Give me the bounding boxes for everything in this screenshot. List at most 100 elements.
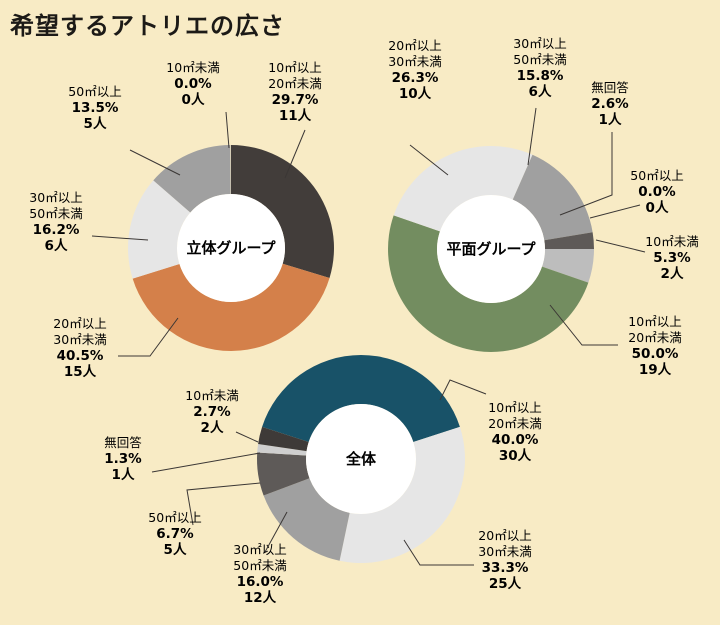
slice-percent: 2.7% (193, 404, 231, 420)
slice-count: 0人 (646, 200, 669, 216)
slice-category: 30㎡以上 (29, 190, 82, 205)
leader-line (403, 539, 474, 566)
donut-slice (258, 426, 309, 452)
donut-slice (132, 263, 330, 352)
slice-label: 30㎡以上 50㎡未満 15.8% 6人 (513, 36, 566, 100)
slice-category: 10㎡未満 (645, 234, 698, 249)
slice-label: 20㎡以上 30㎡未満 26.3% 10人 (388, 38, 441, 102)
donut-chart-3: 10㎡以上 20㎡未満 40.0% 30人 20㎡以上 30㎡未満 33.3% 25人 30㎡以… (104, 355, 542, 606)
slice-category: 10㎡以上 (268, 60, 321, 75)
leader-line (129, 149, 181, 176)
slice-category: 20㎡未満 (628, 330, 681, 345)
leader-line (91, 235, 149, 241)
slice-percent: 50.0% (632, 346, 679, 362)
slice-percent: 2.6% (591, 96, 629, 112)
slice-count: 5人 (164, 542, 187, 558)
donut-slice (263, 478, 350, 561)
leader-line (151, 452, 261, 473)
slice-count: 6人 (529, 84, 552, 100)
slice-percent: 0.0% (638, 184, 676, 200)
donut-slice (393, 146, 533, 232)
slice-count: 12人 (244, 590, 277, 606)
leader-line (284, 129, 306, 179)
slice-category: 20㎡未満 (488, 416, 541, 431)
slice-label: 10㎡未満 0.0% 0人 (166, 60, 219, 108)
donut-slice (257, 444, 307, 456)
leader-line (439, 379, 487, 401)
slice-label: 無回答 2.6% 1人 (591, 80, 629, 128)
slice-count: 25人 (489, 576, 522, 592)
leader-line (264, 511, 288, 553)
slice-category: 50㎡未満 (29, 206, 82, 221)
leader-line (225, 111, 230, 149)
slice-category: 20㎡未満 (268, 76, 321, 91)
slice-label: 10㎡未満 5.3% 2人 (645, 234, 698, 282)
slice-category: 10㎡以上 (628, 314, 681, 329)
leader-line (527, 107, 537, 166)
slice-label: 50㎡以上 0.0% 0人 (630, 168, 683, 216)
slice-label: 30㎡以上 50㎡未満 16.2% 6人 (29, 190, 82, 254)
donut-slice (542, 249, 594, 283)
slice-label: 20㎡以上 30㎡未満 40.5% 15人 (53, 316, 106, 380)
slice-percent: 13.5% (72, 100, 119, 116)
slice-label: 10㎡以上 20㎡未満 29.7% 11人 (268, 60, 321, 124)
slice-category: 50㎡未満 (233, 558, 286, 573)
group-name: 立体グループ (186, 239, 276, 257)
slice-label: 10㎡未満 2.7% 2人 (185, 388, 238, 436)
donut-hole (177, 194, 285, 302)
donut-slice (339, 426, 465, 563)
slice-count: 30人 (499, 448, 532, 464)
slice-percent: 0.0% (174, 76, 212, 92)
slice-percent: 29.7% (272, 92, 319, 108)
slice-count: 5人 (84, 116, 107, 132)
group-name: 平面グループ (446, 240, 536, 258)
leader-line (559, 132, 613, 216)
slice-label: 10㎡以上 20㎡未満 40.0% 30人 (488, 400, 541, 464)
slice-label: 無回答 1.3% 1人 (104, 435, 142, 483)
donut-hole (437, 195, 545, 303)
slice-label: 30㎡以上 50㎡未満 16.0% 12人 (233, 542, 286, 606)
donut-slice (231, 145, 335, 278)
slice-category: 50㎡以上 (68, 84, 121, 99)
slice-category: 30㎡未満 (53, 332, 106, 347)
donut-slice (153, 145, 231, 213)
slice-category: 30㎡以上 (513, 36, 566, 51)
slice-count: 1人 (112, 467, 135, 483)
donut-chart-1: 10㎡以上 20㎡未満 29.7% 11人 20㎡以上 30㎡未満 40.5% 15人 30㎡以… (29, 60, 335, 380)
slice-category: 10㎡以上 (488, 400, 541, 415)
slice-category: 30㎡未満 (478, 544, 531, 559)
slice-percent: 26.3% (392, 70, 439, 86)
donut-hole (306, 404, 416, 514)
slice-category: 無回答 (104, 435, 142, 450)
slice-category: 10㎡未満 (185, 388, 238, 403)
slice-category: 20㎡以上 (53, 316, 106, 331)
donut-slice (257, 452, 310, 496)
slice-percent: 40.5% (57, 348, 104, 364)
slice-category: 20㎡以上 (388, 38, 441, 53)
slice-count: 2人 (201, 420, 224, 436)
slice-category: 30㎡以上 (233, 542, 286, 557)
slice-percent: 15.8% (517, 68, 564, 84)
slice-label: 10㎡以上 20㎡未満 50.0% 19人 (628, 314, 681, 378)
slice-category: 10㎡未満 (166, 60, 219, 75)
leader-line (595, 239, 646, 253)
slice-count: 15人 (64, 364, 97, 380)
slice-category: 無回答 (591, 80, 629, 95)
slice-label: 50㎡以上 13.5% 5人 (68, 84, 121, 132)
slice-percent: 6.7% (156, 526, 194, 542)
slice-count: 6人 (45, 238, 68, 254)
chart-title: 希望するアトリエの広さ (10, 12, 285, 40)
leader-line (186, 482, 261, 526)
slice-count: 10人 (399, 86, 432, 102)
donut-slice (388, 215, 589, 352)
slice-percent: 5.3% (653, 250, 691, 266)
slice-category: 20㎡以上 (478, 528, 531, 543)
donut-slice (262, 355, 460, 443)
slice-count: 1人 (599, 112, 622, 128)
slice-count: 11人 (279, 108, 312, 124)
leader-line (118, 317, 179, 357)
leader-line (409, 144, 449, 176)
slice-category: 50㎡未満 (513, 52, 566, 67)
donut-slice (544, 232, 594, 249)
